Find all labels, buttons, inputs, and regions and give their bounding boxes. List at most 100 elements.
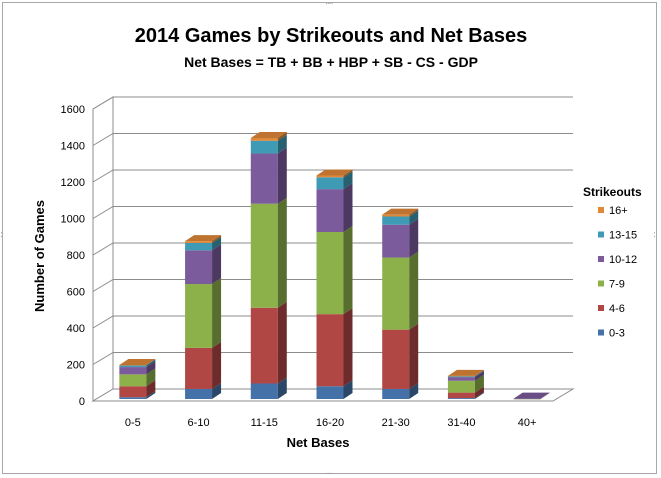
bar-side[interactable] <box>343 380 353 399</box>
bar-top[interactable] <box>119 359 156 366</box>
bar-segment-16+[interactable] <box>382 208 419 217</box>
bar-front[interactable] <box>250 140 278 154</box>
bar-front[interactable] <box>447 376 475 378</box>
bar-segment-0-3[interactable] <box>185 382 222 399</box>
bar-front[interactable] <box>250 203 278 308</box>
bar-front[interactable] <box>382 388 410 399</box>
bar-side[interactable] <box>343 171 353 190</box>
bar-side[interactable] <box>409 251 419 330</box>
bar-segment-10-12[interactable] <box>185 244 222 285</box>
bar-side[interactable] <box>540 392 550 399</box>
bar-front[interactable] <box>382 224 410 258</box>
bar-segment-10-12[interactable] <box>382 218 419 258</box>
bar-segment-13-15[interactable] <box>119 359 156 368</box>
bar-front[interactable] <box>382 329 410 389</box>
bar-segment-16+[interactable] <box>447 369 484 377</box>
bar-front[interactable] <box>447 377 475 381</box>
bar-side[interactable] <box>146 380 156 398</box>
bar-top[interactable] <box>250 132 287 139</box>
bar-segment-4-6[interactable] <box>316 308 353 387</box>
bar-segment-16+[interactable] <box>316 169 353 178</box>
bar-front[interactable] <box>316 314 344 387</box>
legend-item-0-3[interactable]: 0-3 <box>598 328 625 340</box>
bar-side[interactable] <box>540 392 550 399</box>
bar-front[interactable] <box>119 365 147 366</box>
bar-front[interactable] <box>316 189 344 233</box>
bar-segment-7-9[interactable] <box>119 368 156 387</box>
bar-segment-13-15[interactable] <box>316 171 353 190</box>
bar-front[interactable] <box>250 383 278 399</box>
bar-front[interactable] <box>250 138 278 141</box>
bar-front[interactable] <box>250 153 278 204</box>
bar-front[interactable] <box>447 380 475 393</box>
bar-front[interactable] <box>382 257 410 330</box>
resize-handle-bottom[interactable]: .... <box>325 467 334 477</box>
bar-side[interactable] <box>409 208 419 217</box>
bar-front[interactable] <box>316 177 344 190</box>
bar-side[interactable] <box>146 359 156 368</box>
bar-segment-0-3[interactable] <box>316 380 353 399</box>
bar-side[interactable] <box>146 391 156 399</box>
bar-front[interactable] <box>316 386 344 399</box>
bar-side[interactable] <box>474 370 484 378</box>
bar-side[interactable] <box>474 371 484 381</box>
bar-front[interactable] <box>119 374 147 387</box>
bar-front[interactable] <box>382 216 410 225</box>
bar-segment-7-9[interactable] <box>316 226 353 315</box>
bar-side[interactable] <box>277 132 287 141</box>
bar-segment-4-6[interactable] <box>250 301 287 384</box>
bar-side[interactable] <box>212 278 222 348</box>
bar-segment-4-6[interactable] <box>119 380 156 398</box>
bar-segment-10-12[interactable] <box>119 361 156 375</box>
bar-front[interactable] <box>447 392 475 399</box>
bar-side[interactable] <box>409 218 419 258</box>
resize-handle-right[interactable]: : <box>653 230 656 240</box>
bar-segment-10-12[interactable] <box>250 147 287 204</box>
bar-side[interactable] <box>212 236 222 251</box>
bar-segment-7-9[interactable] <box>382 251 419 330</box>
bar-front[interactable] <box>185 388 213 399</box>
bar-side[interactable] <box>409 323 419 389</box>
bar-segment-10-12[interactable] <box>447 371 484 381</box>
bar-side[interactable] <box>277 377 287 399</box>
bar-top[interactable] <box>185 235 222 242</box>
bar-front[interactable] <box>447 375 475 377</box>
bar-front[interactable] <box>185 347 213 389</box>
bar-side[interactable] <box>343 226 353 315</box>
bar-front[interactable] <box>316 232 344 315</box>
bar-segment-0-3[interactable] <box>250 377 287 399</box>
bar-segment-7-9[interactable] <box>250 197 287 308</box>
legend-item-4-6[interactable]: 4-6 <box>598 303 625 315</box>
bar-side[interactable] <box>343 183 353 233</box>
bar-segment-4-6[interactable] <box>382 323 419 389</box>
bar-front[interactable] <box>119 397 147 399</box>
bar-side[interactable] <box>146 359 156 366</box>
legend-item-10-12[interactable]: 10-12 <box>598 254 637 266</box>
bar-front[interactable] <box>119 367 147 375</box>
bar-front[interactable] <box>250 307 278 384</box>
bar-top[interactable] <box>447 369 484 376</box>
bar-front[interactable] <box>185 250 213 285</box>
bar-segment-13-15[interactable] <box>447 370 484 378</box>
bar-segment-4-6[interactable] <box>185 341 222 389</box>
bar-top[interactable] <box>316 169 353 176</box>
bar-side[interactable] <box>474 374 484 393</box>
bar-front[interactable] <box>382 214 410 217</box>
bar-side[interactable] <box>474 392 484 399</box>
resize-handle-left[interactable]: : <box>0 230 3 240</box>
resize-handle-top[interactable]: .... <box>325 0 334 7</box>
bar-side[interactable] <box>409 382 419 399</box>
bar-top[interactable] <box>382 208 419 215</box>
bar-top[interactable] <box>513 392 550 399</box>
bar-segment-16+[interactable] <box>250 132 287 141</box>
bar-side[interactable] <box>212 244 222 285</box>
bar-segment-0-3[interactable] <box>447 392 484 399</box>
bar-segment-4-6[interactable] <box>447 386 484 399</box>
bar-segment-13-15[interactable] <box>185 236 222 251</box>
bar-segment-10-12[interactable] <box>316 183 353 233</box>
bar-front[interactable] <box>185 242 213 251</box>
bar-segment-10-12[interactable] <box>513 392 550 400</box>
bar-side[interactable] <box>474 369 484 377</box>
bar-side[interactable] <box>146 361 156 375</box>
bar-segment-0-3[interactable] <box>382 382 419 399</box>
